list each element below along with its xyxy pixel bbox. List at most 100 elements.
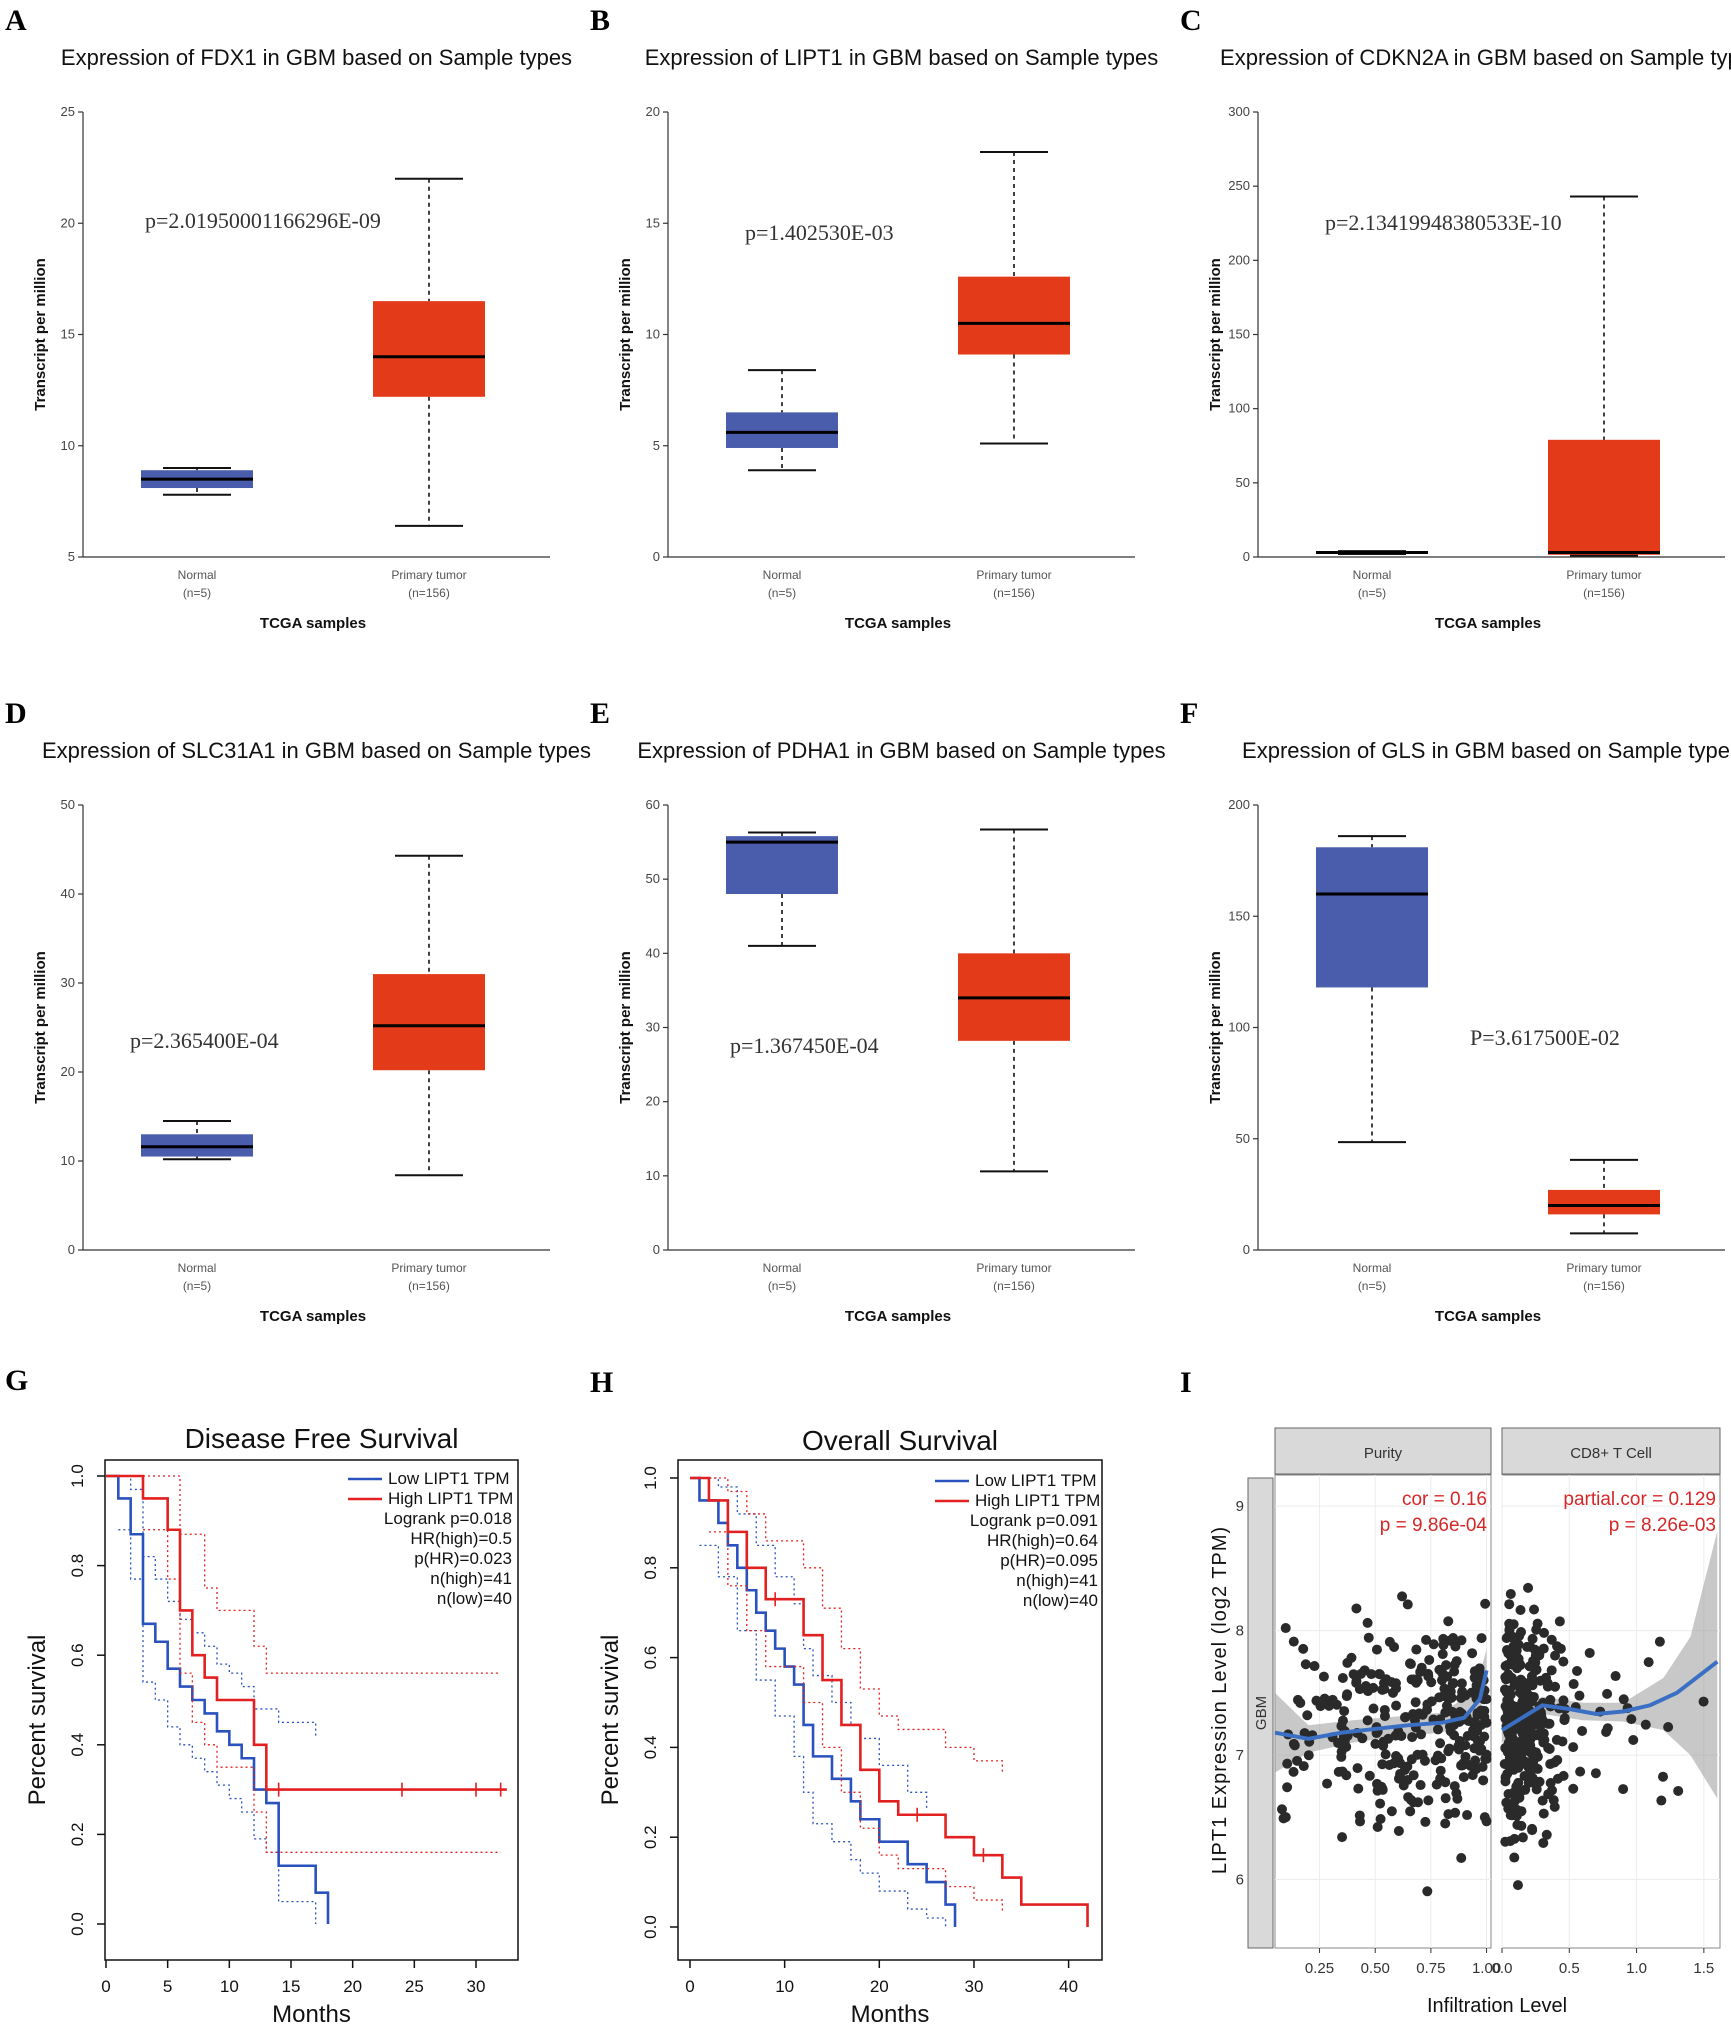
y-axis-label: Transcript per million [32, 258, 49, 411]
data-point [1529, 1604, 1540, 1615]
data-point [1559, 1713, 1570, 1724]
data-point [1574, 1690, 1585, 1701]
y-axis-label: Percent survival [24, 1635, 51, 1806]
legend-label: Low LIPT1 TPM [388, 1469, 510, 1488]
panel-letter: B [590, 4, 610, 37]
data-point [1414, 1708, 1425, 1719]
y-tick-label: 200 [1228, 797, 1250, 812]
x-tick-label: Normal [178, 568, 217, 582]
facet-strip [1501, 1427, 1721, 1475]
data-point [1375, 1798, 1386, 1809]
data-point [1449, 1666, 1460, 1677]
data-point [1554, 1616, 1565, 1627]
data-point [1395, 1758, 1406, 1769]
y-tick-label: 10 [646, 1168, 660, 1183]
correlation-annotation: p = 9.86e-04 [1380, 1515, 1488, 1536]
data-point [1539, 1627, 1550, 1638]
y-tick-label: 0 [1243, 1242, 1250, 1257]
data-point [1336, 1746, 1347, 1757]
data-point [1364, 1770, 1375, 1781]
panel-b: B Expression of LIPT1 in GBM based on Sam… [590, 4, 1158, 632]
data-point [1527, 1823, 1538, 1834]
data-point [1502, 1695, 1513, 1706]
data-point [1538, 1837, 1549, 1848]
data-point [1544, 1718, 1555, 1729]
data-point [1511, 1652, 1522, 1663]
chart-title: Expression of FDX1 in GBM based on Sampl… [61, 45, 572, 70]
panel-a: A Expression of FDX1 in GBM based on Samp… [5, 4, 572, 632]
data-point [1476, 1633, 1487, 1644]
data-point [1673, 1785, 1684, 1796]
y-tick-label: 50 [61, 797, 75, 812]
data-point [1311, 1695, 1322, 1706]
data-point [1406, 1754, 1417, 1765]
x-axis-label: Months [851, 2001, 930, 2028]
y-tick-label: 9 [1236, 1498, 1244, 1515]
confidence-band [1502, 1531, 1718, 1799]
data-point [1509, 1787, 1520, 1798]
y-tick-label: 25 [61, 104, 75, 119]
y-tick-label: 5 [68, 549, 75, 564]
data-point [1568, 1783, 1579, 1794]
y-tick-label: 10 [61, 1153, 75, 1168]
x-tick-label: 10 [220, 1977, 239, 1996]
y-tick-label: 200 [1228, 252, 1250, 267]
box-iqr [958, 276, 1070, 355]
y-axis-label: Percent survival [597, 1635, 624, 1806]
data-point [1656, 1795, 1667, 1806]
data-point [1428, 1639, 1439, 1650]
x-tick-label: 40 [1059, 1977, 1078, 1996]
y-tick-label: 7 [1236, 1747, 1244, 1764]
data-point [1531, 1747, 1542, 1758]
x-tick-label: 0.50 [1361, 1960, 1390, 1977]
chart-title: Disease Free Survival [185, 1423, 459, 1454]
facet-title: CD8+ T Cell [1570, 1445, 1652, 1462]
data-point [1456, 1853, 1467, 1864]
stat-text: n(low)=40 [437, 1589, 512, 1608]
data-point [1452, 1793, 1463, 1804]
ci-lower-low [699, 1544, 947, 1927]
stat-text: n(high)=41 [430, 1569, 512, 1588]
legend-label: Low LIPT1 TPM [975, 1471, 1097, 1490]
data-point [1481, 1816, 1492, 1827]
panel-letter: D [5, 697, 27, 730]
box-iqr [1316, 847, 1428, 988]
data-point [1421, 1634, 1432, 1645]
row-strip [1247, 1477, 1274, 1949]
data-point [1530, 1730, 1541, 1741]
data-point [1537, 1795, 1548, 1806]
data-point [1352, 1763, 1363, 1774]
data-point [1363, 1632, 1374, 1643]
panel-c: C Expression of CDKN2A in GBM based on Sa… [1180, 4, 1731, 632]
y-tick-label: 0.0 [641, 1915, 660, 1939]
data-point [1469, 1666, 1480, 1677]
data-point [1443, 1616, 1454, 1627]
data-point [1302, 1710, 1313, 1721]
data-point [1471, 1680, 1482, 1691]
data-point [1417, 1749, 1428, 1760]
data-point [1353, 1783, 1364, 1794]
data-point [1433, 1724, 1444, 1735]
data-point [1406, 1794, 1417, 1805]
data-point [1522, 1641, 1533, 1652]
data-point [1626, 1714, 1637, 1725]
data-point [1380, 1749, 1391, 1760]
x-tick-label: Normal [763, 568, 802, 582]
panel-letter: I [1180, 1366, 1192, 1399]
plot-frame [104, 1459, 519, 1961]
data-point [1504, 1673, 1515, 1684]
data-point [1292, 1694, 1303, 1705]
data-point [1508, 1633, 1519, 1644]
data-point [1520, 1784, 1531, 1795]
x-tick-label: Primary tumor [1566, 1261, 1641, 1275]
x-axis-label: TCGA samples [1435, 1308, 1541, 1325]
x-tick-n: (n=156) [408, 1279, 450, 1293]
y-tick-label: 1.0 [641, 1466, 660, 1490]
data-point [1422, 1886, 1433, 1897]
data-point [1541, 1672, 1552, 1683]
y-tick-label: 40 [61, 886, 75, 901]
data-point [1466, 1687, 1477, 1698]
data-point [1282, 1758, 1293, 1769]
data-point [1517, 1832, 1528, 1843]
